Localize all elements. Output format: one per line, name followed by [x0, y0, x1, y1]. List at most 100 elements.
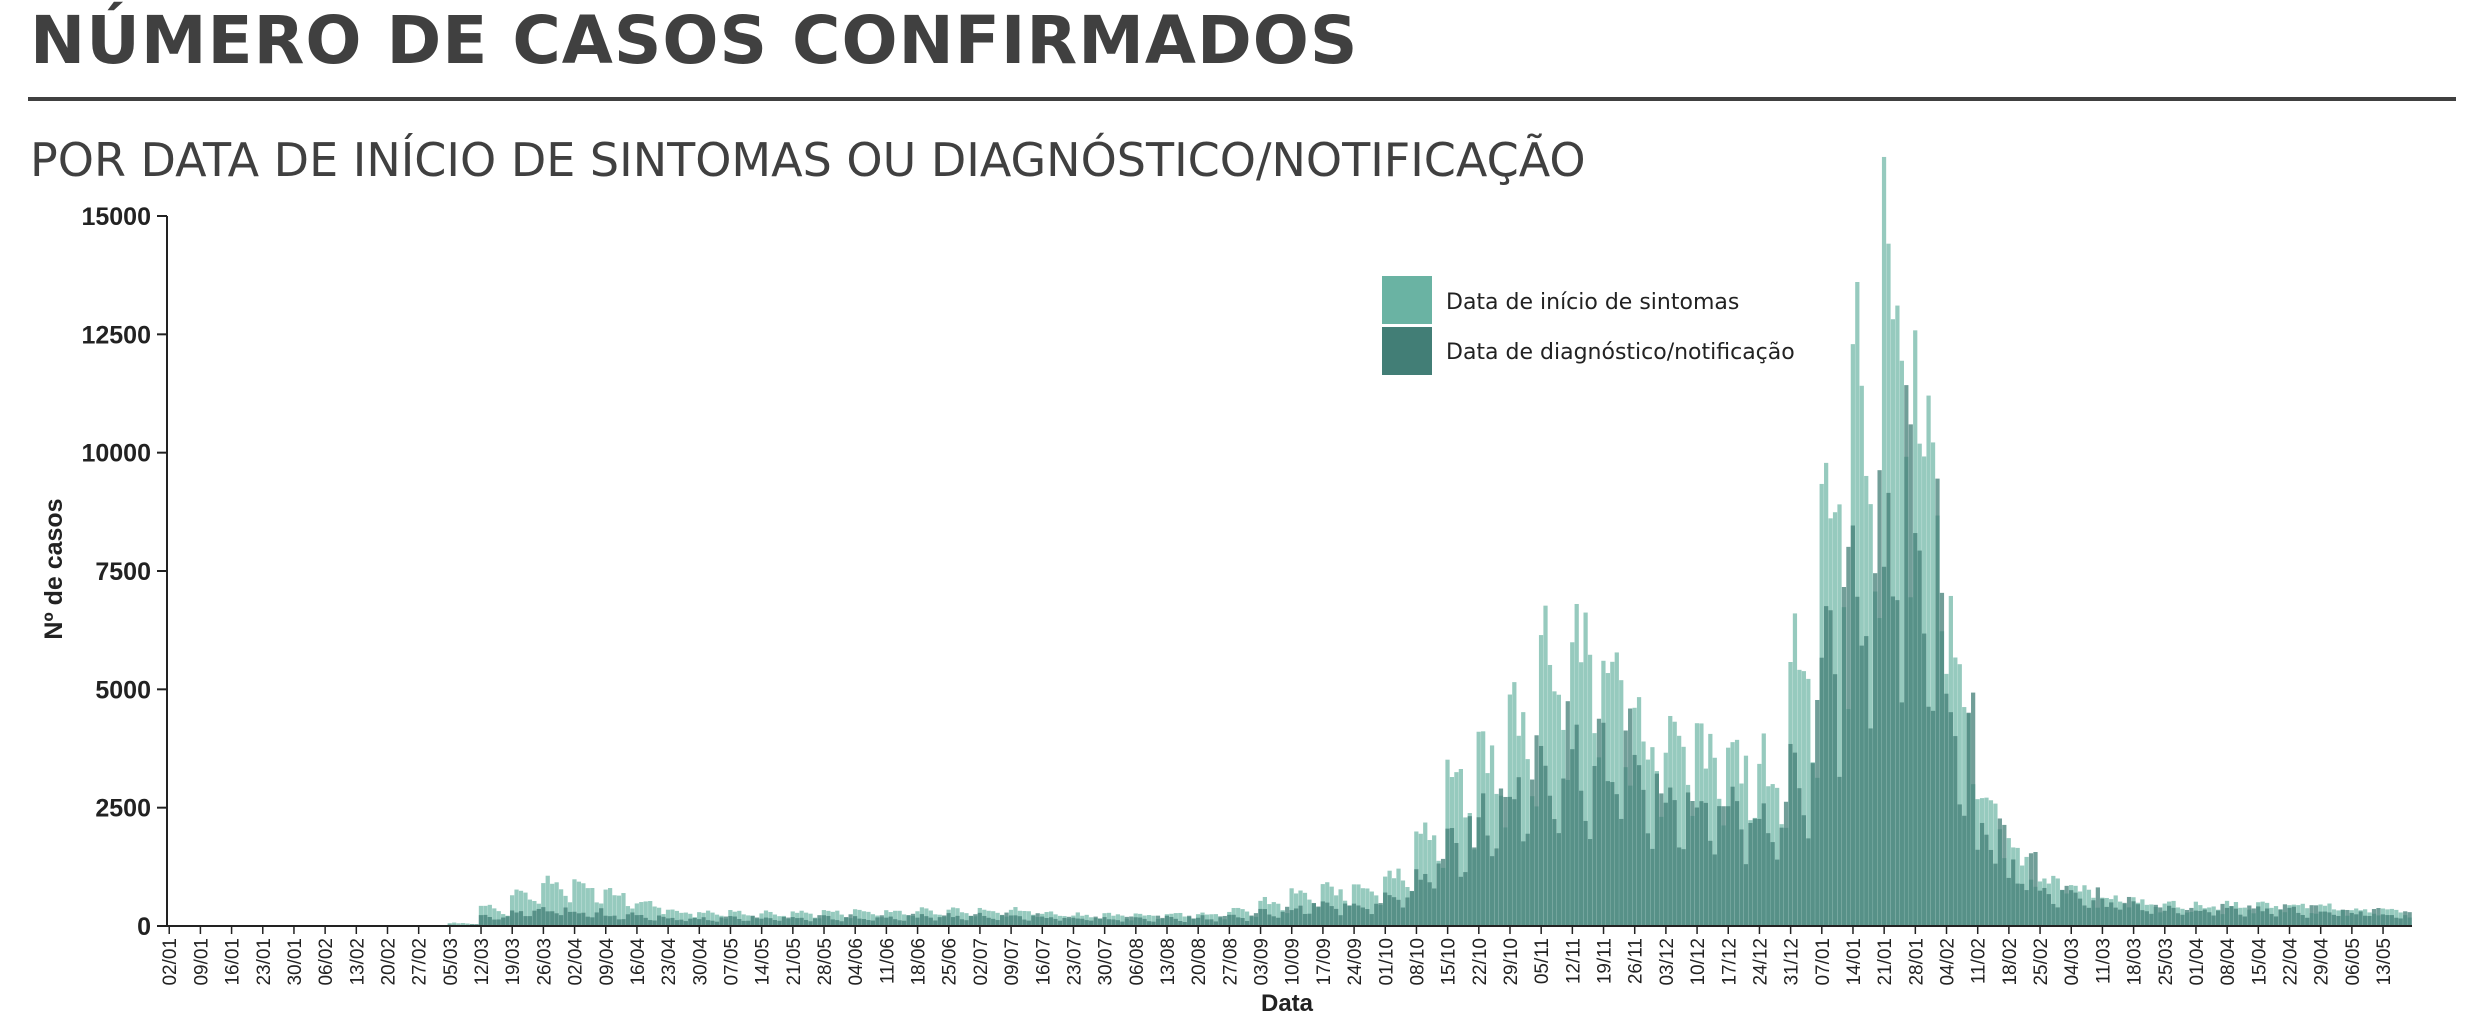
bar-diagnostico [1783, 801, 1789, 926]
bar-diagnostico [1026, 920, 1031, 926]
bar-sintomas [1396, 868, 1401, 926]
bar-diagnostico [1240, 918, 1245, 926]
x-tick-label: 09/07 [1002, 938, 1023, 986]
bar-sintomas [933, 914, 938, 926]
bar-diagnostico [1971, 692, 1976, 926]
x-tick-label: 26/03 [534, 938, 555, 986]
bar-diagnostico [2269, 913, 2274, 926]
bar-diagnostico [585, 916, 590, 926]
bar-diagnostico [1979, 822, 1985, 926]
bar-sintomas [1178, 912, 1183, 926]
bar-diagnostico [1610, 782, 1615, 926]
bar-diagnostico [2046, 894, 2051, 926]
bar-diagnostico [2002, 824, 2007, 926]
bar-sintomas [648, 901, 653, 926]
chart-legend: Data de início de sintomas Data de diagn… [1382, 276, 1795, 375]
bar-diagnostico [1374, 903, 1379, 926]
bar-sintomas [492, 908, 497, 926]
bar-sintomas [1881, 156, 1887, 926]
bar-diagnostico [1628, 708, 1633, 926]
bar-sintomas [995, 912, 1000, 926]
bar-diagnostico [1378, 903, 1383, 926]
bar-diagnostico [955, 915, 960, 926]
bar-sintomas [893, 910, 898, 926]
bar-diagnostico [852, 916, 858, 926]
bar-diagnostico [1182, 922, 1187, 926]
bar-diagnostico [2380, 914, 2386, 926]
bar-diagnostico [1819, 657, 1824, 926]
x-tick-label: 01/10 [1376, 938, 1397, 986]
bar-diagnostico [1717, 806, 1722, 926]
bar-sintomas [1930, 442, 1936, 926]
x-tick-label: 11/02 [1969, 938, 1990, 984]
bar-diagnostico [714, 921, 720, 926]
x-tick-label: 18/06 [909, 938, 930, 986]
x-axis-label: Data [1261, 990, 1314, 1016]
bar-diagnostico [2216, 910, 2221, 926]
bar-diagnostico [1004, 912, 1009, 926]
bar-diagnostico [1757, 818, 1762, 926]
bar-diagnostico [1516, 777, 1521, 926]
bar-diagnostico [2340, 909, 2345, 926]
bar-sintomas [1556, 694, 1561, 926]
bar-diagnostico [2345, 909, 2350, 926]
bar-diagnostico [848, 914, 853, 926]
bar-diagnostico [1302, 913, 1308, 926]
bar-diagnostico [1761, 803, 1766, 926]
bar-diagnostico [2073, 892, 2078, 926]
bar-diagnostico [558, 915, 564, 926]
bar-diagnostico [1859, 645, 1864, 926]
bar-diagnostico [670, 917, 675, 926]
bar-diagnostico [2064, 885, 2069, 926]
bar-diagnostico [821, 915, 827, 926]
bar-sintomas [1146, 915, 1152, 926]
bar-diagnostico [496, 919, 501, 926]
bar-diagnostico [2184, 909, 2190, 926]
bar-diagnostico [2077, 898, 2083, 926]
x-tick-label: 07/01 [1813, 938, 1834, 986]
bar-diagnostico [772, 920, 778, 926]
bar-diagnostico [1873, 573, 1878, 926]
bar-diagnostico [1057, 920, 1063, 926]
bar-diagnostico [799, 917, 804, 926]
bar-sintomas [737, 910, 742, 926]
bar-diagnostico [1071, 917, 1076, 926]
bar-diagnostico [1895, 600, 1900, 926]
bar-diagnostico [1022, 919, 1027, 926]
x-tick-label: 12/11 [1563, 938, 1584, 984]
y-tick-label: 12500 [81, 321, 151, 349]
bar-diagnostico [1659, 793, 1664, 926]
bar-sintomas [857, 909, 862, 926]
bar-diagnostico [1414, 869, 1419, 926]
bar-diagnostico [1547, 795, 1553, 926]
bar-diagnostico [2193, 910, 2198, 926]
bar-diagnostico [1988, 849, 1994, 926]
bar-diagnostico [950, 917, 956, 926]
x-tick-label: 15/04 [2249, 938, 2270, 986]
bar-diagnostico [1570, 749, 1575, 926]
bar-sintomas [1244, 911, 1250, 926]
bar-sintomas [1338, 889, 1343, 926]
bar-diagnostico [995, 920, 1000, 926]
y-tick-label: 10000 [81, 440, 151, 468]
bar-sintomas [839, 914, 844, 926]
bar-diagnostico [1440, 858, 1446, 926]
bar-sintomas [607, 888, 613, 926]
bar-diagnostico [1481, 793, 1486, 926]
bar-diagnostico [1855, 596, 1860, 926]
bar-diagnostico [1766, 833, 1771, 926]
bar-diagnostico [1498, 788, 1504, 926]
bar-diagnostico [1080, 918, 1085, 926]
bar-diagnostico [1271, 916, 1276, 926]
bar-diagnostico [652, 920, 657, 926]
bar-diagnostico [2060, 889, 2065, 926]
bar-diagnostico [888, 916, 893, 926]
bar-diagnostico [648, 920, 653, 926]
bar-diagnostico [536, 908, 541, 926]
bar-diagnostico [1066, 916, 1072, 926]
bar-diagnostico [1316, 906, 1321, 926]
bar-diagnostico [1227, 914, 1232, 926]
bar-sintomas [1587, 654, 1593, 926]
bar-diagnostico [2349, 912, 2354, 926]
